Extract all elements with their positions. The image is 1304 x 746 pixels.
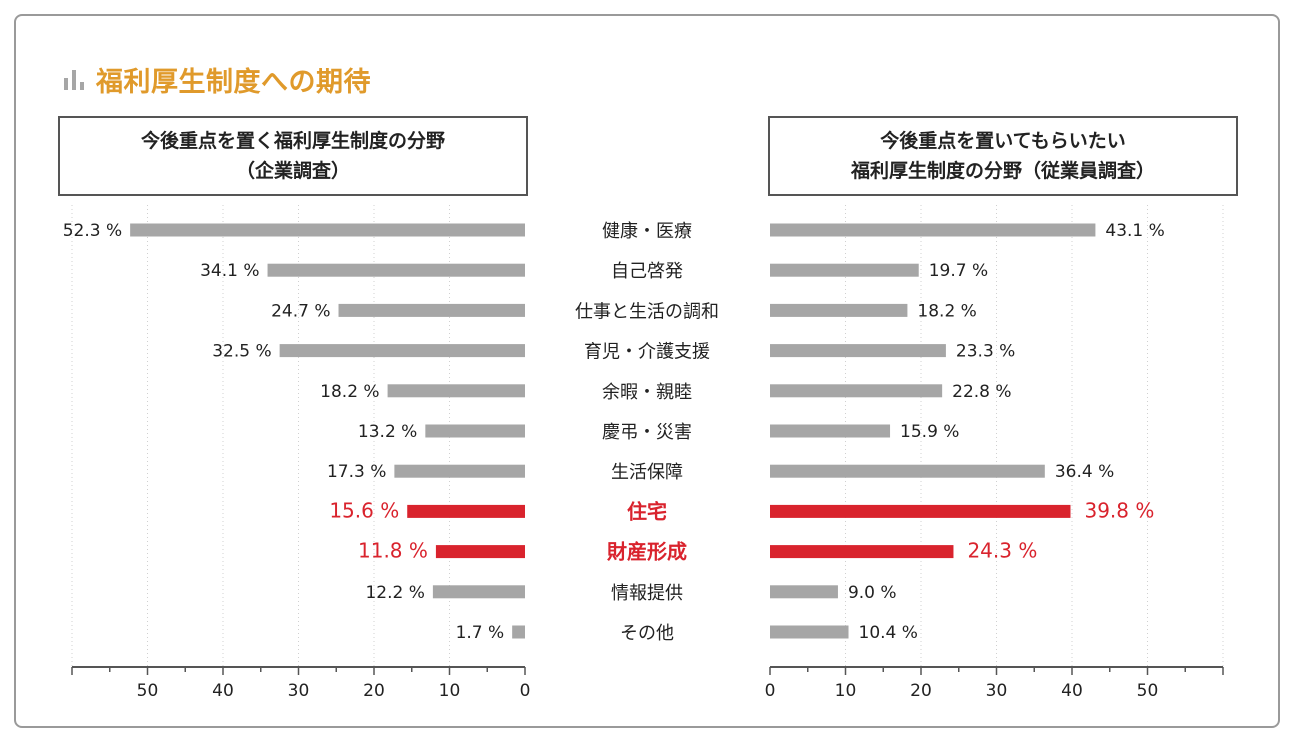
category-label: その他 [620, 623, 674, 644]
left-bar [279, 344, 525, 358]
right-tick-label: 20 [910, 681, 932, 701]
left-bar [432, 585, 525, 599]
category-label: 自己啓発 [611, 261, 683, 282]
left-tick-label: 20 [363, 681, 385, 701]
right-panel-line1: 今後重点を置いてもらいたい [880, 130, 1126, 152]
left-value-label: 12.2 % [365, 583, 424, 603]
category-label: 育児・介護支援 [584, 342, 710, 363]
right-value-label: 36.4 % [1055, 462, 1114, 482]
right-value-label: 24.3 % [967, 539, 1037, 563]
chart-title-row: 福利厚生制度への期待 [62, 58, 371, 100]
left-value-label: 11.8 % [358, 539, 428, 563]
left-bar [130, 223, 525, 237]
bar-chart-icon [64, 70, 84, 90]
left-value-label: 18.2 % [320, 382, 379, 402]
right-bar [770, 464, 1045, 478]
right-tick-label: 0 [765, 681, 776, 701]
left-bar [407, 504, 525, 518]
right-bar [770, 344, 946, 358]
right-bar [770, 545, 954, 559]
right-bar [770, 263, 919, 277]
right-tick-label: 10 [835, 681, 857, 701]
right-value-label: 22.8 % [952, 382, 1011, 402]
right-value-label: 39.8 % [1084, 498, 1154, 522]
right-panel-line2: 福利厚生制度の分野（従業員調査） [850, 160, 1155, 182]
right-bar [770, 585, 838, 599]
right-value-label: 9.0 % [848, 583, 897, 603]
right-bar [770, 303, 908, 317]
left-value-label: 17.3 % [327, 462, 386, 482]
left-bar [394, 464, 525, 478]
category-label: 健康・医療 [602, 221, 692, 242]
right-value-label: 18.2 % [917, 301, 976, 321]
chart-title: 福利厚生制度への期待 [96, 66, 371, 98]
category-label: 財産形成 [607, 540, 687, 564]
left-tick-label: 10 [439, 681, 461, 701]
left-bar [387, 384, 525, 398]
left-panel-line2: （企業調査） [235, 160, 350, 182]
left-value-label: 1.7 % [456, 623, 505, 643]
left-bar [435, 545, 525, 559]
category-label: 情報提供 [611, 583, 683, 604]
category-label: 慶弔・災害 [602, 422, 692, 443]
right-value-label: 43.1 % [1105, 221, 1164, 241]
right-value-label: 10.4 % [859, 623, 918, 643]
right-bar [770, 223, 1096, 237]
left-tick-label: 30 [288, 681, 310, 701]
left-bar [338, 303, 525, 317]
right-panel-header: 今後重点を置いてもらいたい 福利厚生制度の分野（従業員調査） [768, 116, 1238, 196]
left-value-label: 32.5 % [212, 342, 271, 362]
right-bar [770, 424, 891, 438]
left-bar [425, 424, 525, 438]
left-value-label: 52.3 % [63, 221, 122, 241]
right-value-label: 15.9 % [900, 422, 959, 442]
category-label: 住宅 [627, 499, 667, 523]
right-bar [770, 625, 849, 639]
category-label: 余暇・親睦 [602, 382, 692, 403]
left-bar [267, 263, 525, 277]
left-bar [512, 625, 525, 639]
right-tick-label: 30 [986, 681, 1008, 701]
right-value-label: 23.3 % [956, 342, 1015, 362]
right-value-label: 19.7 % [929, 261, 988, 281]
right-tick-label: 50 [1137, 681, 1159, 701]
left-panel-header: 今後重点を置く福利厚生制度の分野 （企業調査） [58, 116, 528, 196]
right-bar [770, 384, 943, 398]
left-value-label: 24.7 % [271, 301, 330, 321]
category-label: 生活保障 [611, 462, 683, 483]
left-value-label: 13.2 % [358, 422, 417, 442]
category-label: 仕事と生活の調和 [575, 301, 719, 322]
left-tick-label: 0 [520, 681, 531, 701]
left-value-label: 15.6 % [329, 498, 399, 522]
left-panel-line1: 今後重点を置く福利厚生制度の分野 [140, 130, 445, 152]
right-tick-label: 40 [1061, 681, 1083, 701]
left-tick-label: 50 [137, 681, 159, 701]
left-tick-label: 40 [212, 681, 234, 701]
left-value-label: 34.1 % [200, 261, 259, 281]
right-bar [770, 504, 1071, 518]
